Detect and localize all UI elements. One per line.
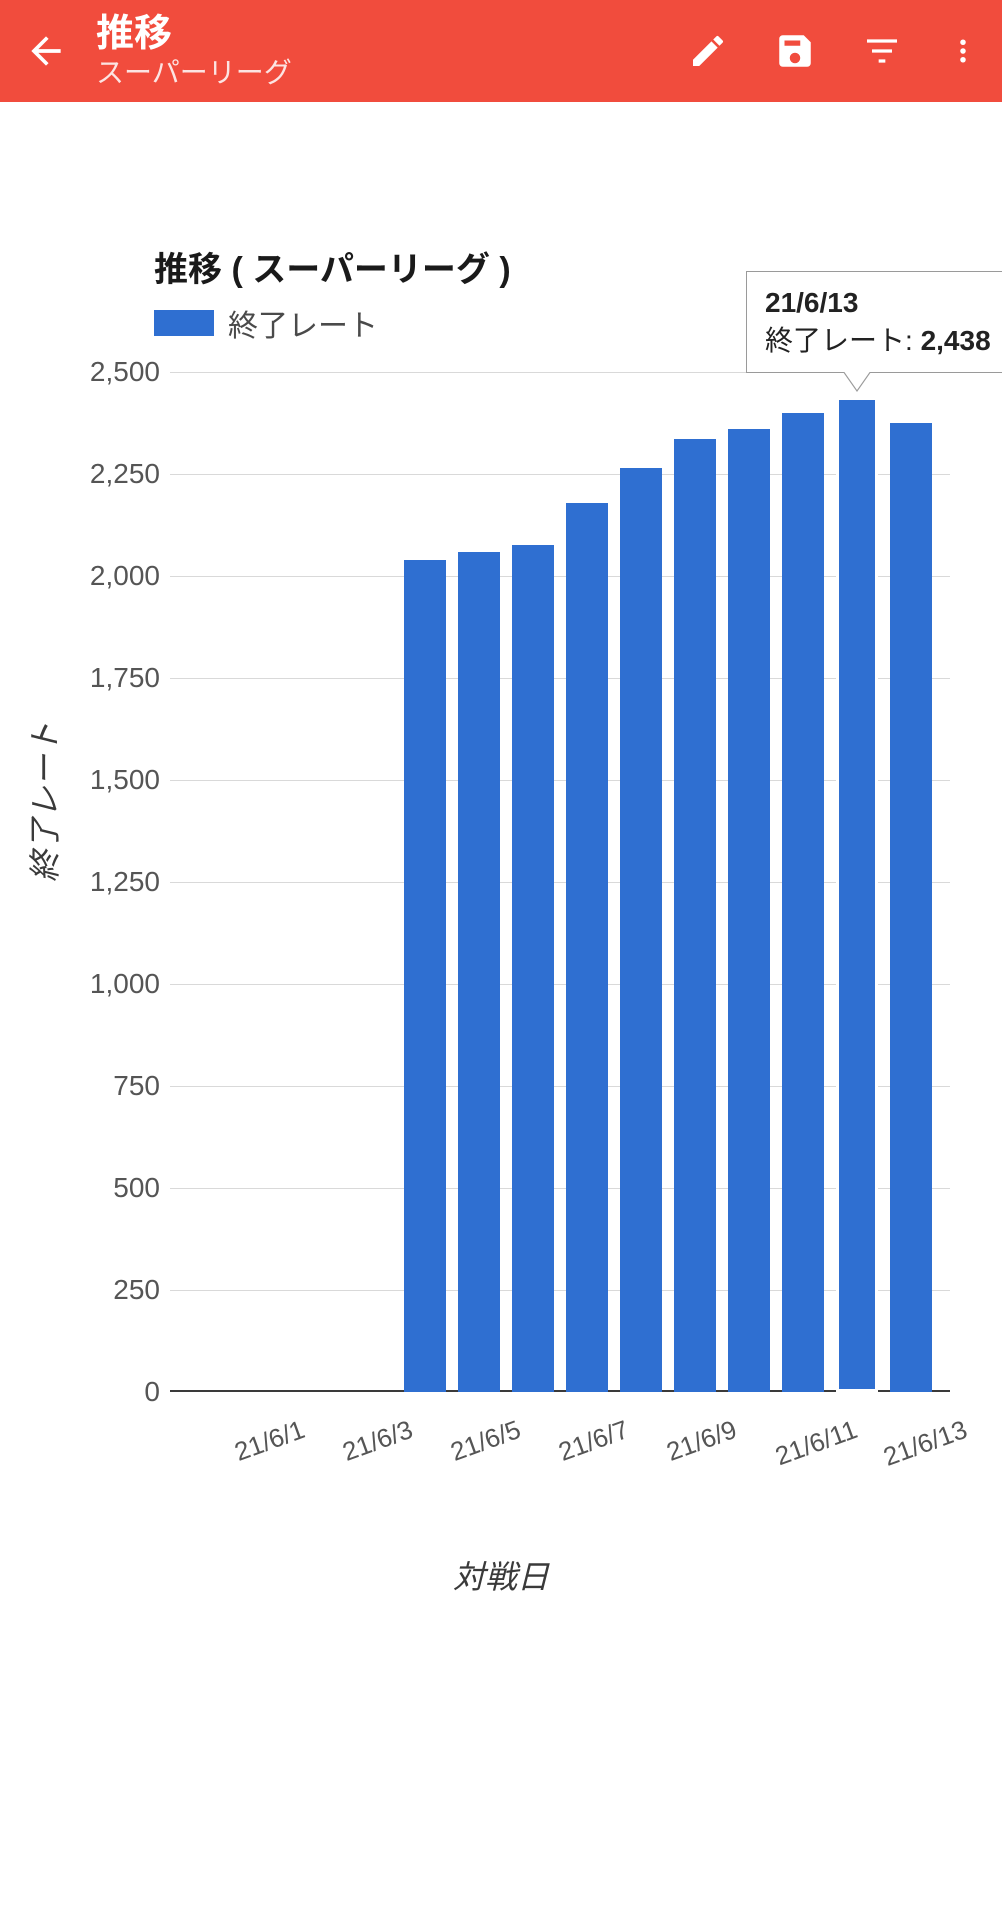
x-tick-label: 21/6/3: [338, 1414, 417, 1468]
edit-button[interactable]: [688, 31, 728, 71]
y-tick-label: 250: [113, 1274, 160, 1306]
y-tick-label: 1,500: [90, 764, 160, 796]
save-button[interactable]: [774, 30, 816, 72]
y-tick-label: 750: [113, 1070, 160, 1102]
y-tick-label: 2,500: [90, 356, 160, 388]
y-tick-label: 2,250: [90, 458, 160, 490]
save-icon: [774, 30, 816, 72]
more-vert-icon: [948, 31, 978, 71]
gridline: [170, 984, 950, 985]
appbar-subtitle: スーパーリーグ: [96, 58, 688, 89]
gridline: [170, 474, 950, 475]
chart-bar[interactable]: [782, 413, 824, 1392]
chart-tooltip: 21/6/13 終了レート: 2,438: [746, 271, 1002, 373]
y-tick-label: 1,750: [90, 662, 160, 694]
gridline: [170, 678, 950, 679]
tooltip-series: 終了レート: [765, 325, 905, 356]
filter-icon: [862, 31, 902, 71]
chart-baseline: [170, 1390, 950, 1392]
x-tick-label: 21/6/9: [662, 1414, 741, 1468]
appbar-title: 推移: [96, 14, 688, 56]
appbar: 推移 スーパーリーグ: [0, 0, 1002, 102]
y-tick-label: 500: [113, 1172, 160, 1204]
x-tick-label: 21/6/1: [230, 1414, 309, 1468]
gridline: [170, 576, 950, 577]
arrow-left-icon: [24, 29, 68, 73]
x-tick-label: 21/6/5: [446, 1414, 525, 1468]
more-button[interactable]: [948, 31, 978, 71]
chart-bar[interactable]: [566, 503, 608, 1392]
filter-button[interactable]: [862, 31, 902, 71]
chart-bar[interactable]: [728, 429, 770, 1392]
chart-bar[interactable]: [890, 423, 932, 1392]
chart-bar[interactable]: [620, 468, 662, 1392]
x-tick-label: 21/6/13: [879, 1414, 971, 1473]
y-axis-title: 終了レート: [20, 722, 66, 882]
tooltip-value: 2,438: [921, 325, 991, 356]
chart-area: 推移 ( スーパーリーグ ) 終了レート 終了レート 対戦日 21/6/13 終…: [0, 102, 1002, 1920]
chart-legend: 終了レート: [154, 301, 511, 345]
chart-bar[interactable]: [404, 560, 446, 1392]
gridline: [170, 1290, 950, 1291]
y-tick-label: 0: [144, 1376, 160, 1408]
x-tick-label: 21/6/7: [554, 1414, 633, 1468]
chart-bar[interactable]: [836, 397, 878, 1392]
x-axis-title: 対戦日: [0, 1552, 1002, 1598]
appbar-actions: [688, 30, 978, 72]
chart-header: 推移 ( スーパーリーグ ) 終了レート: [154, 242, 511, 345]
back-button[interactable]: [24, 29, 68, 73]
y-tick-label: 1,250: [90, 866, 160, 898]
pencil-icon: [688, 31, 728, 71]
x-tick-label: 21/6/11: [771, 1414, 861, 1472]
gridline: [170, 882, 950, 883]
y-tick-label: 2,000: [90, 560, 160, 592]
tooltip-date: 21/6/13: [765, 287, 858, 318]
tooltip-pointer: [843, 370, 871, 390]
chart-title: 推移 ( スーパーリーグ ): [154, 242, 511, 291]
chart-bar[interactable]: [458, 552, 500, 1392]
chart-plot[interactable]: [170, 372, 950, 1392]
chart-bar[interactable]: [512, 545, 554, 1392]
legend-label: 終了レート: [228, 301, 378, 345]
gridline: [170, 1086, 950, 1087]
y-tick-label: 1,000: [90, 968, 160, 1000]
gridline: [170, 780, 950, 781]
chart-bar[interactable]: [674, 439, 716, 1392]
gridline: [170, 1188, 950, 1189]
appbar-titles: 推移 スーパーリーグ: [96, 14, 688, 89]
legend-swatch: [154, 310, 214, 336]
